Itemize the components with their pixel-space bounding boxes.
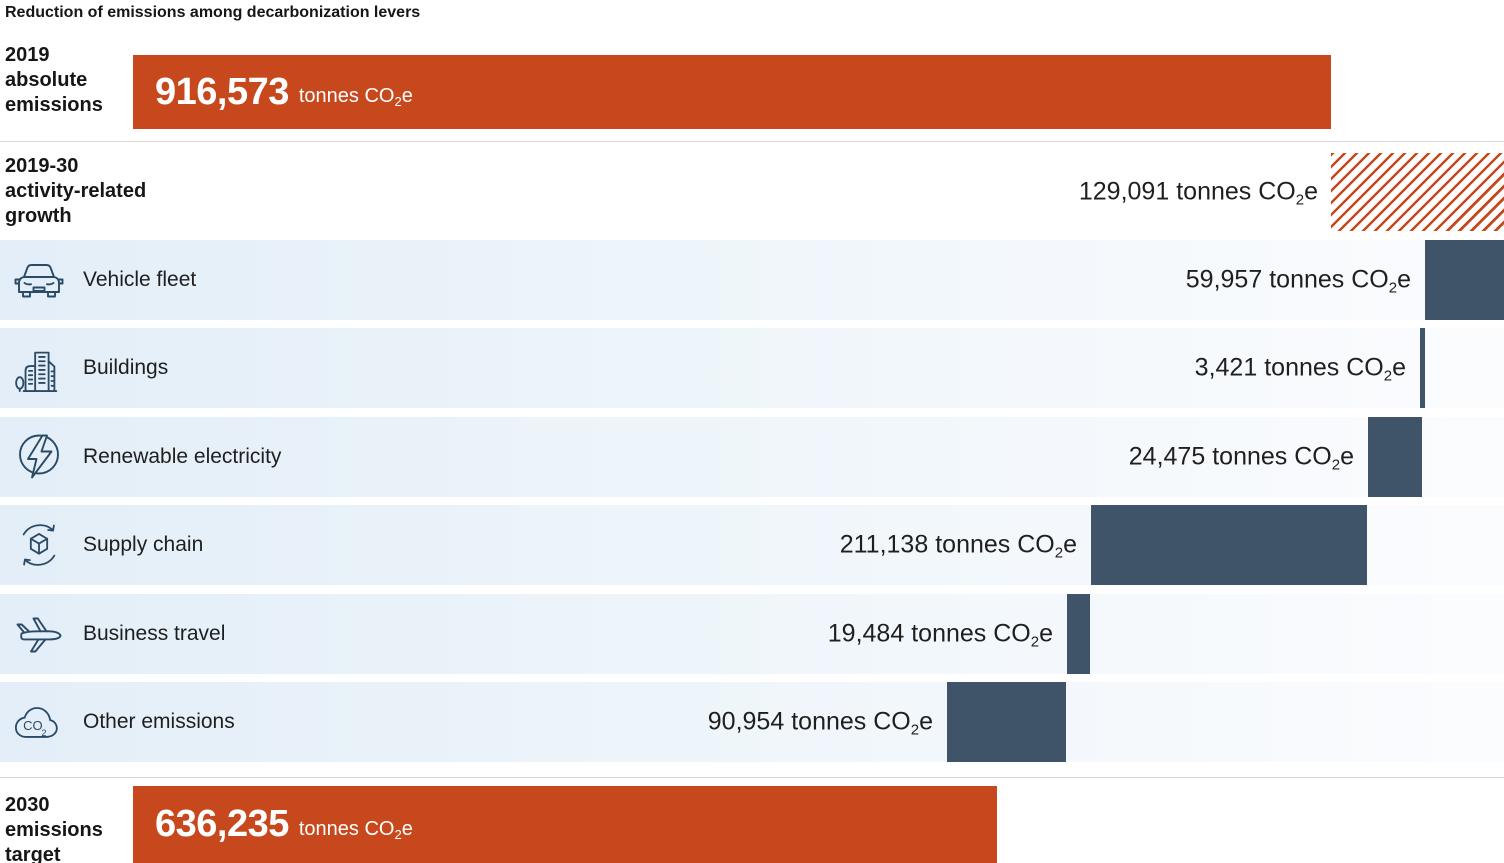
row-background-band (0, 240, 1504, 320)
row-label-line: emissions (5, 819, 103, 841)
bar-activity-related-growth (1331, 153, 1504, 231)
row-background-band (0, 328, 1504, 408)
lever-label: Vehicle fleet (83, 268, 197, 291)
row-label-2019-absolute-emissions: 2019 absolute emissions (5, 43, 135, 118)
value-label-growth: 129,091 tonnes CO2e (1078, 177, 1318, 209)
lever-row-vehicle-fleet: Vehicle fleet 59,957 tonnes CO2e (0, 240, 1504, 320)
value-label: 211,138 tonnes CO2e (839, 530, 1077, 562)
row-label-line: emissions (5, 94, 103, 116)
waterfall-bar-business-travel (1067, 594, 1090, 674)
row-label-2030-emissions-target: 2030 emissions target (5, 793, 135, 863)
buildings-icon (10, 328, 68, 408)
value-label: 90,954 tonnes CO2e (707, 707, 933, 739)
waterfall-bar-vehicle-fleet (1425, 240, 1504, 320)
lever-row-renewable-electricity: Renewable electricity 24,475 tonnes CO2e (0, 417, 1504, 497)
row-background-band (0, 682, 1504, 762)
value-label: 59,957 tonnes CO2e (1185, 265, 1411, 297)
lever-label: Business travel (83, 622, 226, 645)
svg-text:2: 2 (41, 728, 46, 738)
lightning-bolt-icon (10, 417, 68, 497)
waterfall-bar-renewable-electricity (1368, 417, 1422, 497)
row-label-line: target (5, 844, 61, 863)
row-label-line: activity-related (5, 180, 147, 202)
divider (0, 777, 1504, 778)
car-icon (10, 240, 68, 320)
lever-label: Renewable electricity (83, 445, 282, 468)
svg-text:CO: CO (23, 718, 43, 733)
lever-row-business-travel: Business travel 19,484 tonnes CO2e (0, 594, 1504, 674)
lever-label: Buildings (83, 356, 169, 379)
waterfall-bar-buildings (1420, 328, 1425, 408)
waterfall-bar-supply-chain (1091, 505, 1367, 585)
bar-unit: tonnes CO2e (298, 817, 413, 842)
row-label-line: growth (5, 205, 72, 227)
bar-2019-absolute-emissions: 916,573 tonnes CO2e (133, 55, 1331, 129)
row-label-line: 2019-30 (5, 155, 79, 177)
waterfall-bar-other-emissions (947, 682, 1066, 762)
value-label: 24,475 tonnes CO2e (1128, 442, 1354, 474)
row-label-line: 2030 (5, 794, 50, 816)
bar-value: 636,235 (155, 803, 289, 845)
row-label-activity-related-growth: 2019-30 activity-related growth (5, 154, 185, 229)
bar-value: 916,573 (155, 70, 289, 113)
lever-label: Other emissions (83, 710, 235, 733)
bar-2030-emissions-target: 636,235 tonnes CO2e (133, 786, 997, 863)
lever-row-other-emissions: CO 2 Other emissions 90,954 tonnes CO2e (0, 682, 1504, 762)
co2-cloud-icon: CO 2 (10, 682, 68, 762)
lever-row-supply-chain: Supply chain 211,138 tonnes CO2e (0, 505, 1504, 585)
airplane-icon (10, 594, 68, 674)
bar-unit: tonnes CO2e (298, 85, 413, 109)
row-background-band (0, 417, 1504, 497)
chart-title: Reduction of emissions among decarboniza… (5, 4, 421, 21)
lever-row-buildings: Buildings 3,421 tonnes CO2e (0, 328, 1504, 408)
divider (0, 141, 1504, 142)
supply-chain-cube-icon (10, 505, 68, 585)
value-label: 19,484 tonnes CO2e (827, 619, 1053, 651)
value-label: 3,421 tonnes CO2e (1194, 353, 1406, 385)
row-label-line: 2019 (5, 44, 50, 66)
row-background-band (0, 594, 1504, 674)
lever-label: Supply chain (83, 533, 204, 556)
row-label-line: absolute (5, 69, 88, 91)
